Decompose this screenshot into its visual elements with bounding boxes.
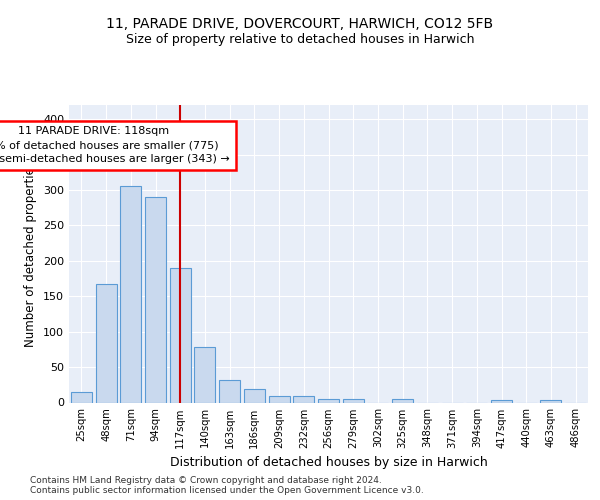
Bar bbox=[71, 392, 92, 402]
Bar bbox=[95, 284, 116, 403]
Bar bbox=[244, 389, 265, 402]
Bar bbox=[194, 346, 215, 403]
Bar bbox=[219, 380, 240, 402]
Bar bbox=[392, 399, 413, 402]
Bar bbox=[269, 396, 290, 402]
Bar bbox=[318, 399, 339, 402]
Bar bbox=[293, 396, 314, 402]
X-axis label: Distribution of detached houses by size in Harwich: Distribution of detached houses by size … bbox=[170, 456, 487, 469]
Bar bbox=[120, 186, 141, 402]
Y-axis label: Number of detached properties: Number of detached properties bbox=[25, 161, 37, 347]
Text: Contains HM Land Registry data © Crown copyright and database right 2024.
Contai: Contains HM Land Registry data © Crown c… bbox=[30, 476, 424, 495]
Text: 11 PARADE DRIVE: 118sqm
← 69% of detached houses are smaller (775)
31% of semi-d: 11 PARADE DRIVE: 118sqm ← 69% of detache… bbox=[0, 126, 230, 164]
Bar bbox=[541, 400, 562, 402]
Bar bbox=[170, 268, 191, 402]
Bar bbox=[343, 399, 364, 402]
Bar bbox=[145, 197, 166, 402]
Text: 11, PARADE DRIVE, DOVERCOURT, HARWICH, CO12 5FB: 11, PARADE DRIVE, DOVERCOURT, HARWICH, C… bbox=[106, 18, 494, 32]
Text: Size of property relative to detached houses in Harwich: Size of property relative to detached ho… bbox=[126, 32, 474, 46]
Bar bbox=[491, 400, 512, 402]
